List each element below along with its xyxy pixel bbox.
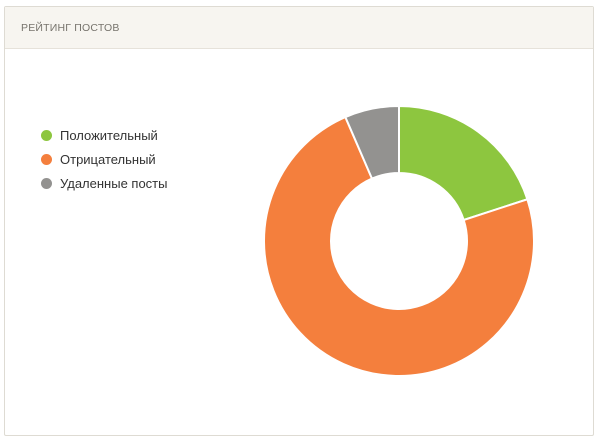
legend-item-negative[interactable]: Отрицательный — [41, 147, 168, 171]
legend-label-positive: Положительный — [60, 127, 158, 143]
legend-label-negative: Отрицательный — [60, 151, 156, 167]
donut-segment-positive[interactable] — [398, 104, 529, 222]
legend-swatch-deleted — [41, 177, 52, 189]
donut-chart — [263, 104, 535, 377]
post-rating-card: РЕЙТИНГ ПОСТОВ Положительный Отрицательн… — [4, 6, 594, 436]
card-header: РЕЙТИНГ ПОСТОВ — [5, 7, 593, 49]
chart-legend: Положительный Отрицательный Удаленные по… — [41, 123, 168, 195]
legend-swatch-positive — [41, 129, 52, 141]
legend-item-deleted[interactable]: Удаленные посты — [41, 171, 168, 195]
donut-segment-negative[interactable] — [263, 115, 535, 377]
legend-label-deleted: Удаленные посты — [60, 175, 168, 191]
donut-segment-deleted[interactable] — [344, 104, 400, 180]
legend-item-positive[interactable]: Положительный — [41, 123, 168, 147]
card-title: РЕЙТИНГ ПОСТОВ — [21, 21, 120, 34]
legend-swatch-negative — [41, 153, 52, 165]
